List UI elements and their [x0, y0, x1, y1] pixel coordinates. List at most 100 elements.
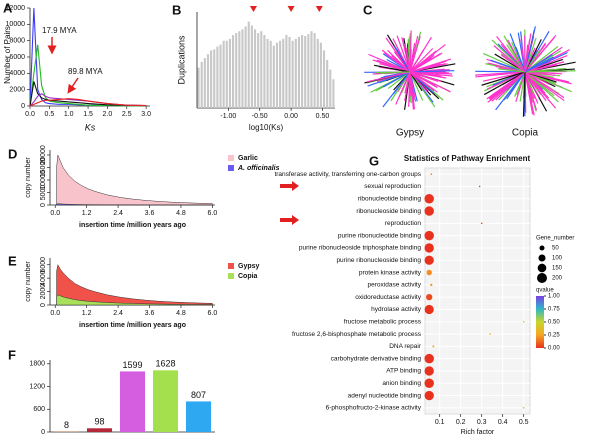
bubble: [432, 345, 435, 348]
legend-bubble: [539, 245, 545, 251]
bar: [316, 38, 319, 108]
series-area: [56, 263, 213, 306]
bar: [228, 38, 231, 108]
y-tick-label: 6000: [40, 257, 47, 273]
bar: [263, 35, 266, 108]
bar: [272, 45, 275, 108]
tree-branch: [404, 43, 411, 73]
y-tick-label: 10000: [6, 21, 26, 28]
legend-swatch: [228, 263, 234, 269]
bar: [269, 40, 272, 108]
x-tick-label: -1.00: [220, 113, 236, 120]
y-axis-label: copy number: [25, 261, 32, 302]
y-tick-label: protein kinase activity: [359, 269, 422, 276]
plot-bg: [424, 167, 531, 415]
legend-label: Garlic: [238, 155, 258, 162]
y-tick-label: 1200: [29, 383, 45, 390]
marker: [249, 6, 257, 12]
legend-label: 200: [552, 276, 563, 282]
tree-branch: [524, 44, 529, 73]
x-tick-label: 6.0: [208, 310, 218, 317]
x-tick-label: 0.50: [316, 113, 330, 120]
tree-branch: [515, 46, 526, 73]
tree-branch: [506, 71, 526, 100]
bar: [301, 35, 304, 108]
bubble: [480, 222, 483, 225]
bar: [222, 40, 225, 108]
annotation-arrow: [67, 77, 79, 94]
tree-branch: [409, 70, 455, 73]
bar: [297, 36, 300, 108]
y-tick-label: 0: [21, 103, 25, 110]
y-tick-label: carbohydrate derivative binding: [331, 355, 422, 362]
bubble: [424, 255, 434, 265]
bubble: [430, 173, 433, 175]
panel-label: E: [8, 253, 17, 268]
y-tick-label: 15000: [40, 158, 47, 178]
tree-branch: [375, 71, 411, 74]
arrows: [280, 181, 299, 225]
bar: [288, 36, 291, 108]
y-tick-label: anion binding: [382, 380, 421, 387]
tree-branch: [387, 71, 411, 89]
tree-branch: [409, 71, 428, 92]
value-label: 1628: [155, 359, 175, 369]
x-tick-label: 0.4: [498, 419, 508, 426]
y-tick-label: 0: [40, 303, 47, 307]
legend-title: qvalue: [536, 288, 554, 294]
bar: [319, 42, 322, 108]
bubble: [426, 269, 432, 276]
tree-branch: [373, 64, 411, 73]
x-axis-label: log10(Ks): [249, 123, 284, 132]
x-tick-label: 2.0: [103, 111, 113, 118]
y-axis-label: Duplications: [176, 35, 186, 85]
value-label: 1599: [122, 360, 142, 370]
value-label: 98: [94, 417, 104, 427]
y-tick-label: fructose metabolic process: [344, 318, 422, 325]
bar: [250, 25, 253, 108]
y-tick-label: 6000: [9, 54, 25, 61]
bar: [329, 69, 332, 108]
bar: [210, 50, 213, 108]
x-tick-label: 6.0: [208, 210, 218, 217]
panel-label: D: [8, 146, 17, 161]
bar: [257, 33, 260, 109]
colorbar-label: 1.00: [548, 294, 560, 300]
colorbar: [536, 296, 544, 348]
legend-label: A. officinalis: [237, 165, 280, 172]
tree-branch: [524, 70, 576, 73]
x-tick-label: 2.4: [113, 310, 123, 317]
bar: [326, 60, 329, 108]
tree-branch: [396, 35, 411, 73]
x-tick-label: 3.6: [145, 210, 155, 217]
x-tick-label: 0.00: [284, 113, 298, 120]
bar: [310, 31, 313, 109]
y-tick-label: 4000: [9, 70, 25, 77]
x-tick-label: 0.1: [435, 419, 445, 426]
tree-branch: [408, 71, 411, 107]
x-tick-label: 4.8: [176, 210, 186, 217]
tree-label: Copia: [512, 128, 539, 139]
bar: [86, 428, 113, 432]
tree-branch: [475, 70, 526, 73]
x-tick-label: 0.5: [519, 419, 529, 426]
y-tick-label: peroxidase activity: [368, 282, 422, 289]
x-axis-label: insertion time /million years ago: [79, 322, 186, 329]
tree-branch: [524, 71, 545, 96]
series-line: [29, 81, 147, 107]
tree-branch: [382, 71, 411, 88]
legend-title: Gene_number: [536, 236, 574, 242]
tree-branch: [409, 49, 425, 73]
tree-branch: [475, 71, 526, 78]
bar: [200, 61, 203, 108]
x-tick-label: 0.0: [50, 310, 60, 317]
legend-label: 100: [552, 256, 563, 262]
tree-branch: [483, 71, 526, 96]
x-tick-label: 1.2: [82, 310, 92, 317]
panel-label: A: [3, 0, 13, 15]
colorbar-label: 0.50: [548, 320, 560, 326]
bar: [203, 58, 206, 108]
bubble: [489, 333, 491, 335]
panel-label: C: [363, 2, 373, 17]
